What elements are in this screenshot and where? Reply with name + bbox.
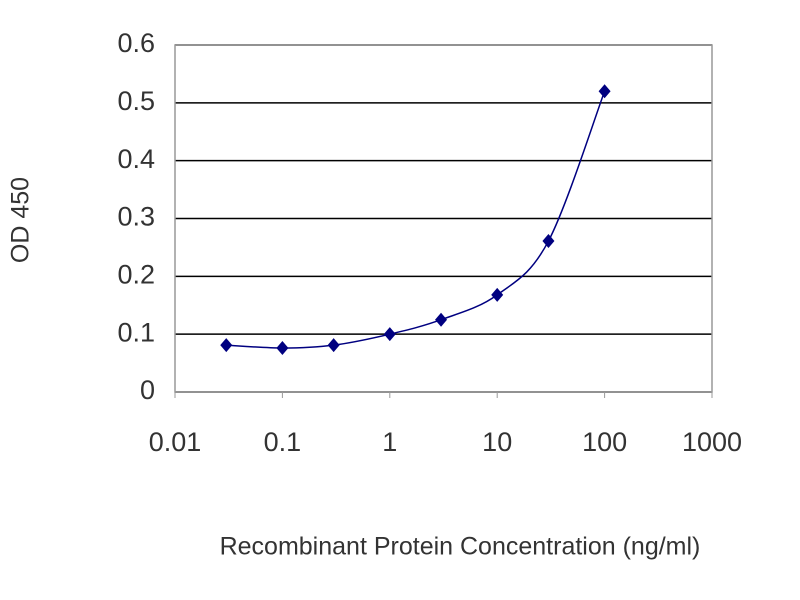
y-tick-label: 0.5 xyxy=(117,86,155,116)
y-tick-label: 0 xyxy=(140,375,155,405)
marker xyxy=(542,234,555,249)
y-tick-label: 0.2 xyxy=(117,259,155,289)
x-tick-label: 10 xyxy=(482,427,512,457)
y-tick-label: 0.4 xyxy=(117,144,155,174)
y-tick-label: 0.3 xyxy=(117,202,155,232)
marker xyxy=(435,312,448,327)
x-tick-label: 0.01 xyxy=(149,427,202,457)
x-axis-label: Recombinant Protein Concentration (ng/ml… xyxy=(220,533,701,561)
y-tick-label: 0.6 xyxy=(117,28,155,58)
x-tick-label: 0.1 xyxy=(264,427,302,457)
plot-border xyxy=(174,44,713,393)
x-tick-label: 1000 xyxy=(682,427,742,457)
y-axis-label: OD 450 xyxy=(7,177,35,263)
y-tick-label: 0.1 xyxy=(117,317,155,347)
marker xyxy=(327,338,340,353)
marker xyxy=(220,338,233,353)
x-tick-label: 100 xyxy=(582,427,627,457)
marker xyxy=(491,287,504,302)
line xyxy=(226,91,606,349)
marker xyxy=(598,84,611,99)
marker xyxy=(383,327,396,342)
marker xyxy=(276,341,289,356)
x-tick-label: 1 xyxy=(382,427,397,457)
